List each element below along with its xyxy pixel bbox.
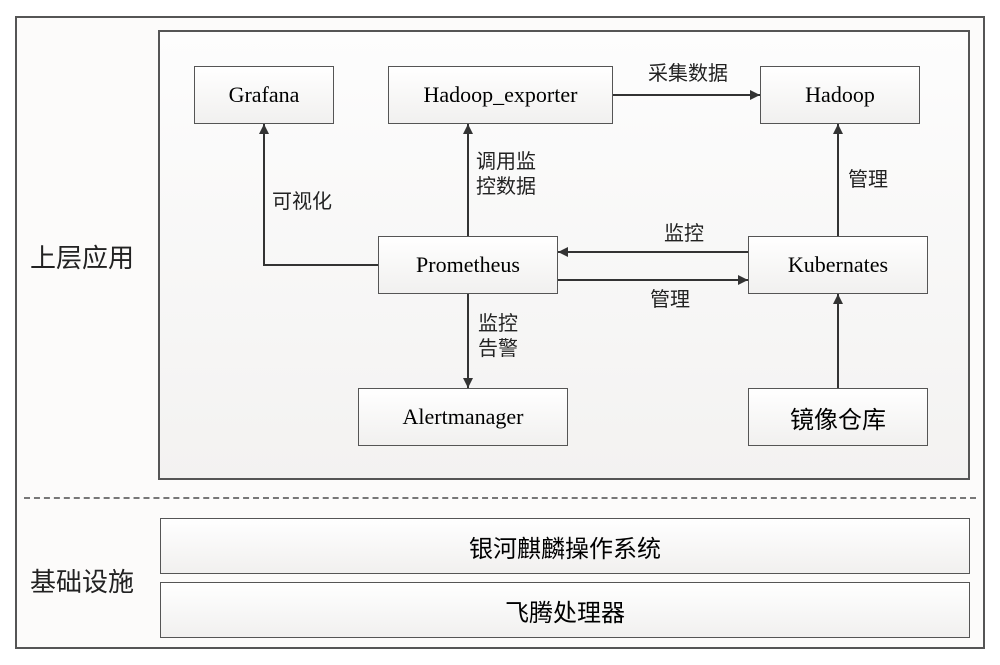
node-hadoop-exporter: Hadoop_exporter (388, 66, 613, 124)
node-prometheus: Prometheus (378, 236, 558, 294)
node-kubernates: Kubernates (748, 236, 928, 294)
section-divider (24, 497, 976, 499)
edge-label-visualize: 可视化 (272, 190, 332, 215)
node-hadoop: Hadoop (760, 66, 920, 124)
edge-label-collect-data: 采集数据 (648, 62, 728, 87)
node-grafana: Grafana (194, 66, 334, 124)
node-alertmanager: Alertmanager (358, 388, 568, 446)
node-image-repo: 镜像仓库 (748, 388, 928, 446)
edge-label-monitor: 监控 (664, 222, 704, 247)
edge-label-call-monitor-data: 调用监 控数据 (476, 150, 536, 200)
label-infrastructure: 基础设施 (30, 562, 134, 599)
label-upper-application: 上层应用 (30, 238, 134, 275)
edge-label-manage-prom: 管理 (650, 288, 690, 313)
node-os: 银河麒麟操作系统 (160, 518, 970, 574)
node-cpu: 飞腾处理器 (160, 582, 970, 638)
edge-label-monitor-alert: 监控 告警 (478, 312, 518, 362)
edge-label-manage-hadoop: 管理 (848, 168, 888, 193)
